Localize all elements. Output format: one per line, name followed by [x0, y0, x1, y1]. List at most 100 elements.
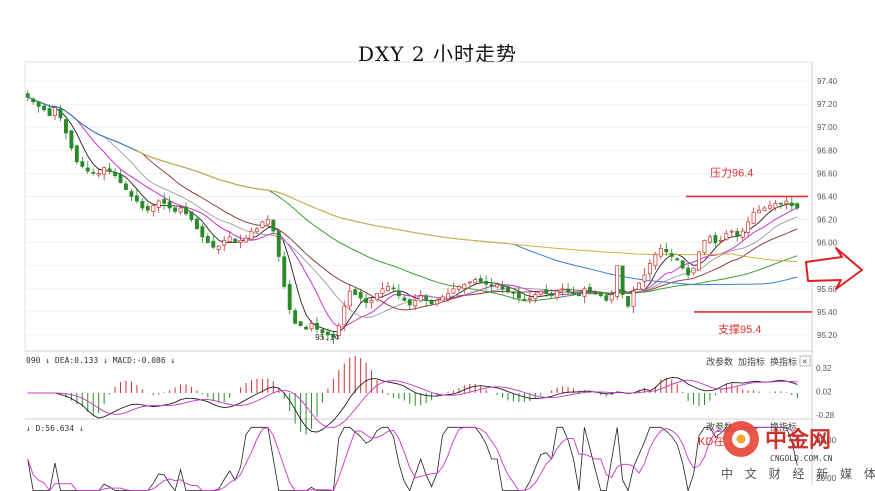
candle-body — [511, 291, 516, 294]
candle-body — [47, 108, 52, 116]
candle-body — [522, 298, 527, 301]
candles — [25, 90, 800, 345]
candle-body — [271, 219, 276, 232]
candle-body — [489, 284, 494, 287]
candle-body — [162, 199, 167, 204]
candle-body — [375, 293, 379, 300]
candle-body — [697, 251, 701, 271]
candle-body — [495, 283, 500, 288]
candle-body — [63, 119, 68, 134]
candle-body — [516, 292, 521, 299]
candle-body — [194, 218, 199, 230]
candle-body — [598, 293, 603, 297]
macd-buttons: 改参数 加指标 换指标 × — [706, 355, 811, 367]
add-indicator-button[interactable]: 加指标 — [738, 356, 765, 367]
candle-body — [151, 205, 156, 212]
candle-body — [320, 329, 325, 334]
candle-body — [42, 105, 47, 111]
y-tick-label: 96.20 — [817, 216, 838, 225]
candle-body — [653, 253, 658, 266]
candle-body — [85, 167, 90, 172]
candle-body — [435, 300, 440, 305]
candle-body — [255, 228, 259, 233]
candle-body — [102, 167, 107, 175]
macd-chart: 0.32 0.02 -0.28 — [27, 355, 835, 435]
candle-body — [751, 212, 756, 224]
candle-body — [718, 239, 723, 242]
candle-body — [538, 290, 543, 295]
candle-body — [287, 284, 292, 310]
candle-body — [391, 287, 396, 290]
candle-body — [113, 171, 118, 177]
ma-line-black — [27, 96, 798, 333]
change-params-button[interactable]: 改参数 — [706, 356, 733, 367]
candle-body — [96, 173, 101, 176]
candle-body — [118, 174, 123, 183]
candle-body — [544, 289, 549, 294]
macd-tick-label: 0.32 — [816, 364, 832, 373]
macd-dif-line — [27, 377, 798, 433]
candle-body — [216, 245, 221, 250]
candle-body — [145, 206, 150, 211]
candle-body — [669, 253, 674, 257]
candle-body — [380, 288, 385, 294]
arrow-right-icon — [805, 247, 863, 290]
switch-indicator-button[interactable]: 换指标 — [770, 356, 797, 367]
candle-body — [615, 265, 620, 297]
candle-body — [555, 290, 560, 299]
candle-body — [233, 238, 238, 243]
candle-body — [173, 207, 178, 212]
candle-body — [527, 297, 532, 300]
candle-body — [189, 211, 194, 220]
candle-body — [707, 236, 712, 243]
candle-body — [167, 201, 172, 209]
candle-body — [768, 205, 772, 209]
support-resistance — [686, 195, 812, 313]
candle-body — [680, 260, 685, 269]
candle-body — [413, 300, 418, 307]
candle-body — [211, 240, 216, 248]
close-icon[interactable] — [799, 355, 811, 367]
ma-line-gray — [27, 96, 798, 319]
candle-body — [140, 201, 145, 209]
candle-body — [773, 203, 778, 209]
kd-tick-label: 80.00 — [816, 436, 837, 445]
candle-body — [757, 209, 762, 214]
support-label: 支撑95.4 — [718, 322, 761, 336]
candle-body — [691, 267, 696, 274]
candle-body — [244, 237, 248, 243]
y-tick-label: 97.00 — [817, 123, 838, 132]
candle-body — [593, 292, 598, 295]
candle-body — [91, 171, 96, 174]
change-params-button-2[interactable]: 改参数 — [706, 421, 733, 432]
candle-body — [478, 278, 483, 283]
candle-body — [309, 323, 314, 330]
candle-body — [53, 107, 57, 116]
price-panel — [24, 61, 813, 352]
candle-body — [227, 236, 232, 242]
y-tick-label: 95.20 — [817, 331, 838, 340]
candle-body — [456, 286, 461, 290]
candle-body — [407, 299, 412, 306]
kd-chart: 80.00 20.00 — [27, 426, 837, 491]
candle-body — [778, 202, 783, 205]
candle-body — [789, 202, 794, 207]
candle-body — [331, 333, 336, 338]
candle-body — [533, 294, 538, 300]
watermark: 中金网 CNGOLD.COM.CN 中 文 财 经 新 媒 体 — [721, 421, 875, 481]
candle-body — [222, 239, 227, 246]
candle-body — [713, 235, 718, 243]
kd-label: ↓ D:56.634 ↓ — [26, 424, 84, 433]
switch-indicator-button-2[interactable]: 换指标 — [770, 421, 797, 432]
candle-body — [577, 294, 581, 297]
candle-body — [124, 183, 128, 190]
candle-body — [462, 283, 467, 290]
candle-body — [549, 292, 554, 297]
y-tick-label: 96.80 — [817, 146, 838, 155]
y-tick-label: 96.40 — [817, 192, 838, 201]
candle-body — [265, 219, 270, 225]
candle-body — [358, 292, 363, 299]
candle-body — [446, 293, 450, 300]
candle-body — [729, 230, 734, 233]
